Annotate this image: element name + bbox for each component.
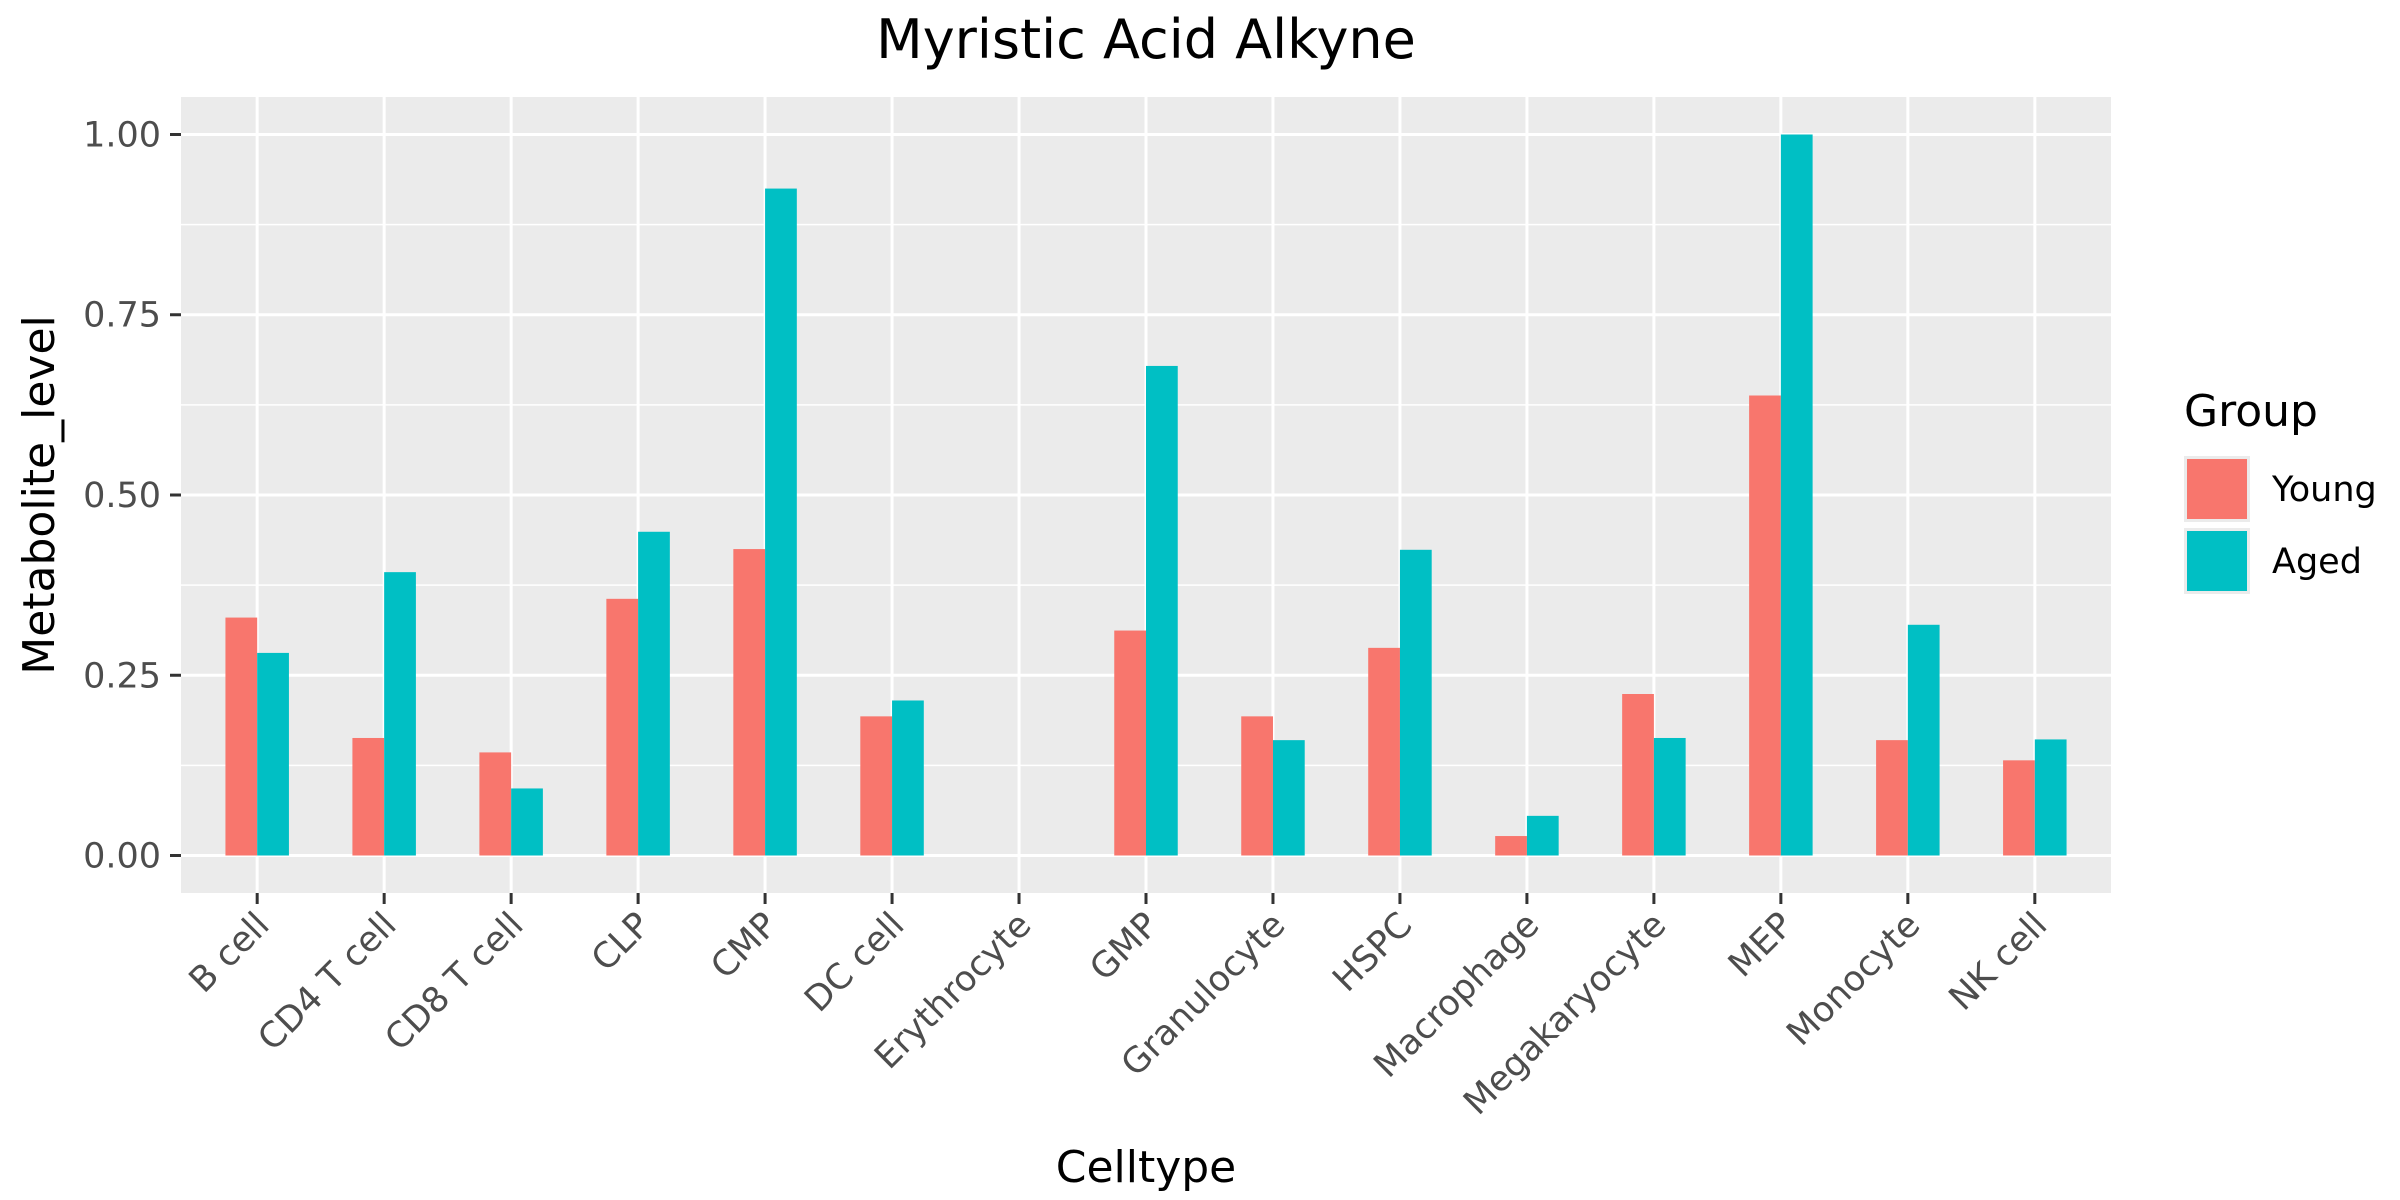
bar-young-b-cell — [225, 617, 258, 856]
x-tick-label: DC cell — [797, 905, 912, 1020]
bars — [225, 134, 2067, 856]
x-tick-label: NK cell — [1942, 905, 2055, 1018]
bar-aged-b-cell — [257, 652, 289, 856]
x-tick-label: CLP — [584, 905, 658, 979]
y-tick-label: 0.25 — [83, 656, 161, 696]
bar-young-monocyte — [1876, 740, 1908, 856]
bar-aged-dc-cell — [892, 700, 924, 856]
x-tick-label: CD4 T cell — [251, 905, 405, 1059]
x-axis-title: Celltype — [1056, 1142, 1237, 1193]
bar-aged-mep — [1780, 134, 1813, 856]
legend-key-aged — [2187, 531, 2247, 591]
x-tick-label: CD8 T cell — [378, 905, 532, 1059]
bar-aged-macrophage — [1526, 815, 1559, 856]
legend-label-aged: Aged — [2272, 542, 2362, 582]
y-tick-label: 1.00 — [83, 115, 161, 155]
bar-aged-megakaryocyte — [1653, 737, 1686, 856]
bar-young-cd8-t-cell — [479, 752, 512, 856]
bar-aged-hspc — [1399, 549, 1432, 856]
bar-young-nk-cell — [2003, 760, 2035, 856]
bar-young-clp — [606, 598, 639, 856]
bar-aged-granulocyte — [1272, 740, 1305, 856]
bar-young-dc-cell — [860, 716, 893, 856]
y-axis: 0.00 0.25 0.50 0.75 1.00 — [83, 115, 181, 877]
bar-young-megakaryocyte — [1622, 694, 1654, 856]
legend-key-young — [2187, 459, 2247, 519]
bar-young-cmp — [733, 549, 766, 856]
bar-aged-gmp — [1146, 365, 1178, 856]
x-tick-label: Monocyte — [1779, 905, 1928, 1054]
legend: Group Young Aged — [2184, 386, 2377, 594]
bar-young-gmp — [1114, 630, 1146, 856]
bar-young-hspc — [1368, 647, 1400, 856]
bar-aged-monocyte — [1907, 624, 1940, 856]
legend-label-young: Young — [2271, 470, 2377, 510]
bar-young-mep — [1749, 395, 1781, 856]
bar-aged-nk-cell — [2034, 739, 2067, 856]
bar-young-macrophage — [1495, 836, 1527, 856]
x-tick-label: MEP — [1721, 905, 1801, 985]
y-tick-label: 0.00 — [83, 837, 161, 877]
x-tick-label: CMP — [704, 905, 786, 987]
y-tick-label: 0.75 — [83, 296, 161, 336]
y-axis-title: Metabolite_level — [14, 315, 65, 675]
bar-aged-cd8-t-cell — [511, 788, 543, 856]
x-tick-label: HSPC — [1325, 905, 1420, 1000]
bar-young-granulocyte — [1241, 716, 1273, 856]
bar-aged-cd4-t-cell — [384, 572, 416, 856]
legend-title: Group — [2184, 386, 2318, 437]
y-tick-label: 0.50 — [83, 476, 161, 516]
x-tick-label: GMP — [1083, 905, 1167, 989]
bar-young-cd4-t-cell — [352, 737, 385, 856]
bar-aged-cmp — [765, 188, 797, 856]
x-tick-label: B cell — [182, 905, 278, 1001]
chart-title: Myristic Acid Alkyne — [876, 8, 1416, 71]
bar-aged-clp — [638, 531, 670, 856]
